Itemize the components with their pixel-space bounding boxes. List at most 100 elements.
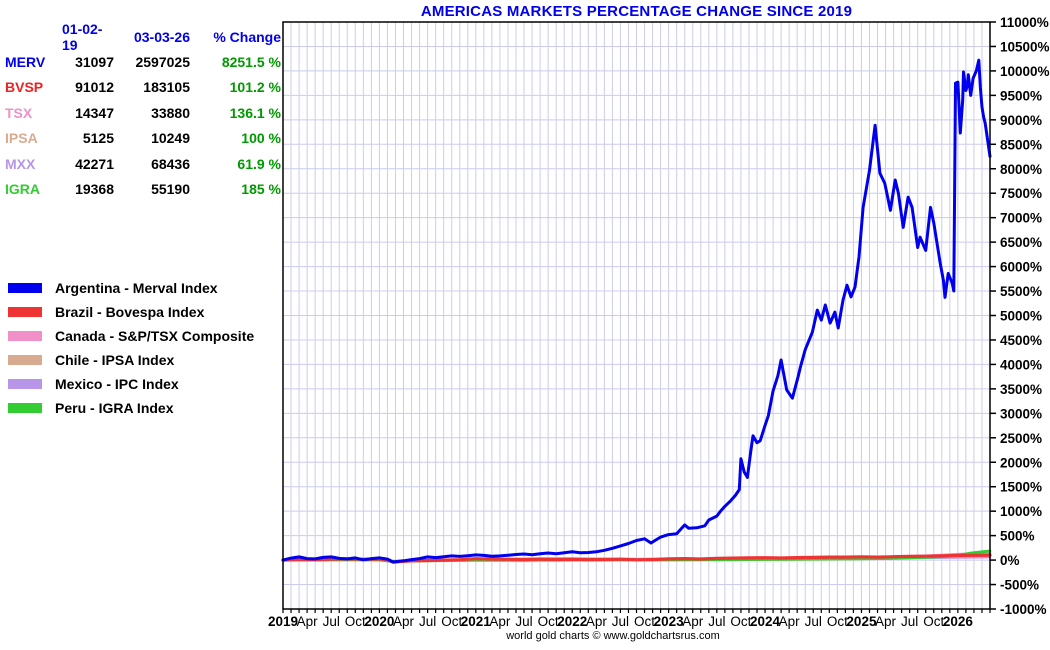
start-value: 91012 — [75, 79, 114, 96]
y-tick-label: 3500% — [1000, 382, 1042, 397]
symbol-label: BVSP — [5, 79, 44, 96]
symbol-label: IGRA — [5, 181, 40, 198]
y-tick-label: 5000% — [1000, 309, 1042, 324]
x-tick-label: Apr — [682, 614, 704, 629]
y-tick-label: 8000% — [1000, 162, 1042, 177]
y-tick-label: 8500% — [1000, 137, 1042, 152]
legend-color-swatch — [8, 403, 42, 413]
percent-change: 8251.5 % — [221, 54, 281, 71]
x-tick-label: Apr — [875, 614, 897, 629]
legend-label: Canada - S&P/TSX Composite — [55, 328, 255, 344]
y-tick-label: 3000% — [1000, 406, 1042, 421]
end-value: 183105 — [143, 79, 190, 96]
legend-label: Mexico - IPC Index — [55, 376, 179, 392]
column-header: 01-02-19 — [62, 20, 103, 53]
y-tick-label: 4000% — [1000, 357, 1042, 372]
x-tick-label: 2026 — [943, 614, 974, 629]
x-tick-label: Jul — [419, 614, 436, 629]
legend-item: Argentina - Merval Index — [8, 276, 254, 300]
symbol-label: TSX — [5, 104, 33, 121]
y-tick-label: 9500% — [1000, 88, 1042, 103]
end-value: 55190 — [151, 181, 190, 198]
x-tick-label: Oct — [345, 614, 366, 629]
y-tick-label: 11000% — [1000, 15, 1049, 30]
legend-item: Peru - IGRA Index — [8, 396, 254, 420]
x-tick-label: Apr — [393, 614, 415, 629]
legend-item: Chile - IPSA Index — [8, 348, 254, 372]
legend-label: Brazil - Bovespa Index — [55, 304, 205, 320]
x-tick-label: 2024 — [750, 614, 781, 629]
y-tick-label: 10000% — [1000, 64, 1050, 79]
x-tick-label: Jul — [805, 614, 822, 629]
y-tick-label: -1000% — [1000, 602, 1047, 617]
percent-change: 185 % — [241, 181, 281, 198]
legend-label: Argentina - Merval Index — [55, 280, 218, 296]
y-tick-label: 7500% — [1000, 186, 1042, 201]
y-tick-label: 6500% — [1000, 235, 1042, 250]
legend-label: Chile - IPSA Index — [55, 352, 175, 368]
y-tick-label: 500% — [1000, 529, 1035, 544]
y-tick-label: 7000% — [1000, 211, 1042, 226]
legend-color-swatch — [8, 355, 42, 365]
x-tick-label: Apr — [779, 614, 801, 629]
x-tick-label: Oct — [730, 614, 751, 629]
percent-change: 100 % — [241, 130, 281, 147]
start-value: 5125 — [82, 130, 114, 147]
symbol-label: MXX — [5, 155, 36, 172]
series-line — [281, 58, 992, 564]
y-tick-label: 5500% — [1000, 284, 1042, 299]
start-value: 42271 — [75, 155, 114, 172]
legend-item: Canada - S&P/TSX Composite — [8, 324, 254, 348]
x-tick-label: 2025 — [846, 614, 877, 629]
copyright-text: world gold charts © www.goldchartsrus.co… — [506, 630, 720, 642]
x-tick-label: 2021 — [461, 614, 492, 629]
x-tick-label: Apr — [586, 614, 608, 629]
y-tick-label: 0% — [1000, 553, 1020, 568]
x-tick-label: Oct — [634, 614, 655, 629]
x-tick-label: Oct — [538, 614, 559, 629]
start-value: 19368 — [75, 181, 114, 198]
legend-color-swatch — [8, 331, 42, 341]
x-tick-label: Jul — [901, 614, 918, 629]
y-tick-label: 2000% — [1000, 455, 1042, 470]
y-tick-label: 4500% — [1000, 333, 1042, 348]
symbol-label: IPSA — [5, 130, 38, 147]
y-tick-label: 1000% — [1000, 504, 1042, 519]
legend-color-swatch — [8, 283, 42, 293]
y-tick-label: 1500% — [1000, 480, 1042, 495]
percent-change: 61.9 % — [237, 155, 281, 172]
legend-color-swatch — [8, 379, 42, 389]
end-value: 68436 — [151, 155, 190, 172]
x-tick-label: Jul — [708, 614, 725, 629]
x-tick-label: Oct — [441, 614, 462, 629]
x-tick-label: 2022 — [557, 614, 587, 629]
column-header: % Change — [213, 28, 281, 45]
y-tick-label: 6000% — [1000, 260, 1042, 275]
y-tick-label: -500% — [1000, 578, 1039, 593]
legend: Argentina - Merval Index Brazil - Bovespa… — [8, 276, 254, 420]
x-tick-label: Apr — [489, 614, 511, 629]
column-header: 03-03-26 — [133, 28, 190, 45]
end-value: 33880 — [151, 104, 190, 121]
percent-change: 101.2 % — [229, 79, 281, 96]
stats-table: 01-02-19 03-03-26 % Change MERV 31097 2597025… — [5, 20, 281, 202]
legend-label: Peru - IGRA Index — [55, 400, 174, 416]
y-tick-label: 10500% — [1000, 39, 1050, 54]
x-tick-label: 2019 — [268, 614, 298, 629]
legend-item: Mexico - IPC Index — [8, 372, 254, 396]
end-value: 10249 — [151, 130, 190, 147]
symbol-label: MERV — [5, 54, 46, 71]
x-tick-label: Jul — [323, 614, 340, 629]
x-tick-label: 2020 — [364, 614, 394, 629]
y-tick-label: 9000% — [1000, 113, 1042, 128]
x-tick-label: Apr — [297, 614, 319, 629]
x-tick-label: 2023 — [654, 614, 685, 629]
x-tick-label: Oct — [923, 614, 944, 629]
start-value: 14347 — [75, 104, 114, 121]
y-tick-label: 2500% — [1000, 431, 1042, 446]
start-value: 31097 — [75, 54, 114, 71]
x-tick-label: Oct — [827, 614, 848, 629]
chart-title: AMERICAS MARKETS PERCENTAGE CHANGE SINCE… — [420, 3, 853, 20]
